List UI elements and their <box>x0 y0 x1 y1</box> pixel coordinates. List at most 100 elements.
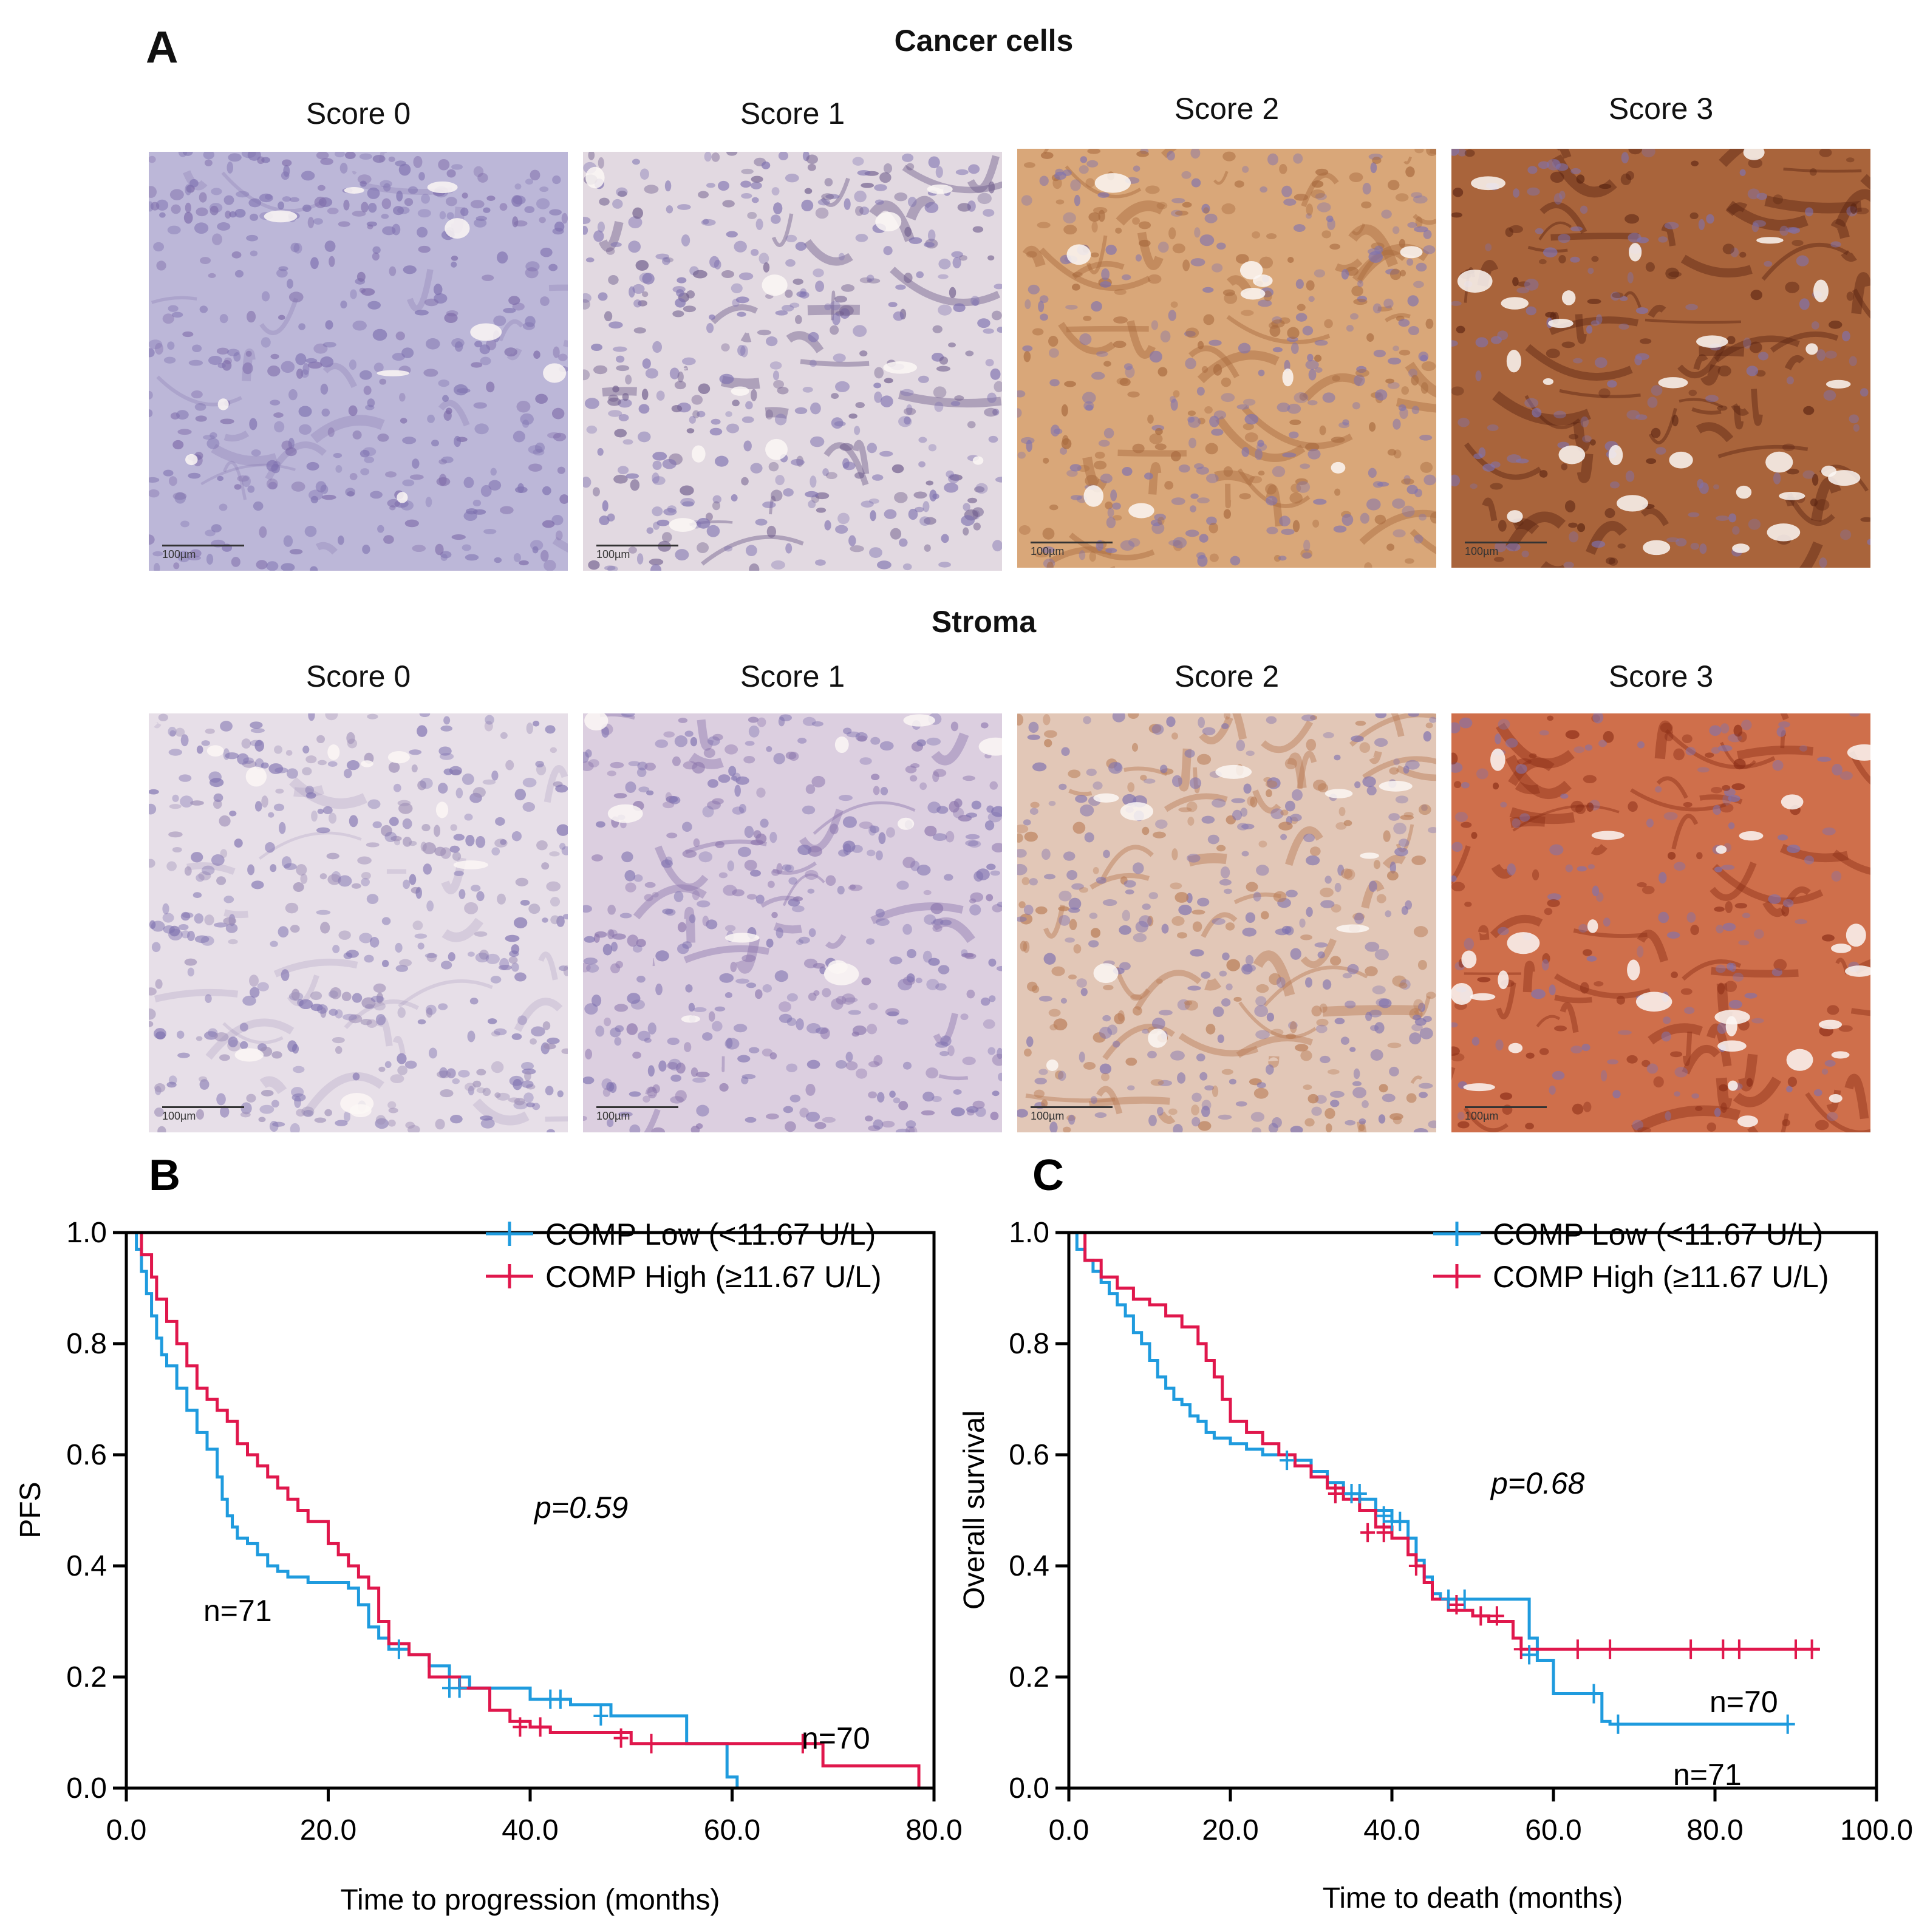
os-censor-mark-high <box>1683 1639 1699 1659</box>
pfs-xlabel: Time to progression (months) <box>340 1884 720 1916</box>
os-censor-mark-high <box>1570 1639 1585 1659</box>
pfs-x-tick-label: 80.0 <box>905 1814 962 1846</box>
tissue-texture <box>1017 149 1436 568</box>
os-censor-mark-high <box>1716 1639 1731 1659</box>
os-censor-mark-low <box>1522 1645 1537 1665</box>
pfs-y-tick-label: 0.0 <box>66 1772 107 1804</box>
os-x-tick-label: 40.0 <box>1363 1814 1420 1846</box>
pfs-x-tick-label: 20.0 <box>300 1814 356 1846</box>
pfs-censor-mark-low <box>391 1639 406 1659</box>
scale-label: 100µm <box>162 548 196 560</box>
scale-bar <box>596 1106 678 1108</box>
pfs-x-tick-label: 40.0 <box>502 1814 558 1846</box>
scale-bar <box>1031 542 1113 543</box>
micrograph-cancer-score-0: 100µm <box>149 152 568 571</box>
pfs-censor-mark-low <box>553 1689 568 1709</box>
scale-bar <box>1465 1106 1547 1108</box>
scale-label: 100µm <box>1031 545 1065 557</box>
micrograph-stroma-score-2: 100µm <box>1017 713 1436 1132</box>
score-label: Score 1 <box>740 659 845 693</box>
os-censor-mark-low <box>1393 1511 1408 1531</box>
panel-b-letter: B <box>149 1151 180 1200</box>
tissue-texture <box>1017 713 1436 1132</box>
pfs-ylabel: PFS <box>15 1481 47 1538</box>
panel-c-letter: C <box>1032 1151 1064 1200</box>
micrograph-stroma-score-3: 100µm <box>1451 713 1870 1132</box>
os-y-tick-label: 0.0 <box>1009 1772 1049 1804</box>
tissue-texture <box>1451 149 1870 568</box>
os-n-high: n=70 <box>1710 1685 1778 1719</box>
os-censor-mark-high <box>1731 1639 1747 1659</box>
scale-label: 100µm <box>162 1110 196 1122</box>
pfs-censor-mark-low <box>452 1678 467 1698</box>
pfs-censor-mark-low <box>593 1706 609 1726</box>
pfs-censor-mark-high <box>533 1717 548 1737</box>
os-censor-mark-low <box>1780 1714 1795 1734</box>
os-censor-mark-high <box>1360 1523 1376 1543</box>
os-censor-mark-high <box>1473 1606 1488 1626</box>
scale-label: 100µm <box>1031 1110 1065 1122</box>
os-censor-mark-low <box>1441 1589 1456 1609</box>
score-label: Score 0 <box>305 659 411 693</box>
os-censor-mark-low <box>1352 1484 1367 1504</box>
scale-bar <box>1465 542 1547 543</box>
score-label: Score 3 <box>1608 659 1714 693</box>
tissue-texture <box>149 152 568 571</box>
os-censor-mark-high <box>1603 1639 1618 1659</box>
pfs-curve-high <box>126 1231 921 1788</box>
scale-bar <box>162 1106 244 1108</box>
pfs-plot: 0.0 20.0 40.0 60.0 80.0 0.0 0.2 0.4 0.6 0.8 1.0 CO… <box>15 1217 963 1916</box>
scale-label: 100µm <box>1465 1110 1499 1122</box>
os-y-tick-label: 0.4 <box>1009 1550 1049 1582</box>
os-y-tick-label: 0.8 <box>1009 1328 1049 1360</box>
os-ylabel: Overall survival <box>958 1410 990 1610</box>
os-legend-high-label: COMP High (≥11.67 U/L) <box>1493 1260 1829 1294</box>
micrograph-cancer-score-2: 100µm <box>1017 149 1436 568</box>
pfs-censor-mark-high <box>795 1733 810 1753</box>
os-plot: 0.0 20.0 40.0 60.0 80.0 100.0 0.0 0.2 0.4 0.6 0.8 1… <box>958 1217 1913 1914</box>
pfs-y-tick-label: 0.6 <box>66 1439 107 1471</box>
scale-bar <box>1031 1106 1113 1108</box>
os-x-tick-label: 0.0 <box>1049 1814 1089 1846</box>
os-x-tick-label: 60.0 <box>1525 1814 1581 1846</box>
pfs-pvalue: p=0.59 <box>533 1491 628 1525</box>
os-censor-mark-high <box>1788 1639 1803 1659</box>
os-censor-mark-low <box>1611 1714 1626 1734</box>
score-label: Score 2 <box>1174 659 1280 693</box>
os-y-tick-label: 0.6 <box>1009 1439 1049 1471</box>
pfs-legend: COMP Low (<11.67 U/L) COMP High (≥11.67 … <box>486 1217 882 1294</box>
micrograph-stroma-score-0: 100µm <box>149 713 568 1132</box>
pfs-x-tick-label: 0.0 <box>106 1814 147 1846</box>
pfs-censor-mark-high <box>613 1728 629 1748</box>
scale-label: 100µm <box>596 1110 630 1122</box>
os-legend: COMP Low (<11.67 U/L) COMP High (≥11.67 … <box>1433 1217 1829 1294</box>
os-censor-mark-high <box>1489 1606 1504 1626</box>
scale-label: 100µm <box>1465 545 1499 557</box>
os-censor-mark-low <box>1376 1506 1391 1526</box>
os-censor-mark-high <box>1513 1639 1529 1659</box>
os-x-tick-label: 100.0 <box>1840 1814 1913 1846</box>
pfs-legend-low-label: COMP Low (<11.67 U/L) <box>545 1217 876 1251</box>
os-censor-mark-low <box>1457 1589 1472 1609</box>
pfs-y-tick-label: 0.2 <box>66 1661 107 1693</box>
pfs-plot-frame <box>124 1231 936 1790</box>
scale-bar <box>596 545 678 546</box>
section-title-stroma: Stroma <box>931 605 1037 639</box>
panel-a-letter: A <box>146 22 179 72</box>
tissue-texture <box>583 152 1002 571</box>
pfs-y-tick-label: 0.4 <box>66 1550 107 1582</box>
os-xlabel: Time to death (months) <box>1323 1882 1623 1914</box>
scale-label: 100µm <box>596 548 630 560</box>
micrograph-cancer-score-1: 100µm <box>583 152 1002 571</box>
micrograph-cancer-score-3: 100µm <box>1451 149 1870 568</box>
score-label: Score 2 <box>1174 92 1280 126</box>
os-x-tick-label: 20.0 <box>1202 1814 1258 1846</box>
os-censor-mark-high <box>1408 1556 1423 1576</box>
micrograph-stroma-score-1: 100µm <box>583 713 1002 1132</box>
pfs-x-tick-label: 60.0 <box>704 1814 760 1846</box>
os-censor-mark-low <box>1280 1451 1295 1471</box>
tissue-texture <box>1451 713 1870 1132</box>
pfs-legend-high-label: COMP High (≥11.67 U/L) <box>545 1260 882 1294</box>
os-censor-mark-high <box>1804 1639 1819 1659</box>
pfs-n-low: n=71 <box>203 1594 272 1628</box>
